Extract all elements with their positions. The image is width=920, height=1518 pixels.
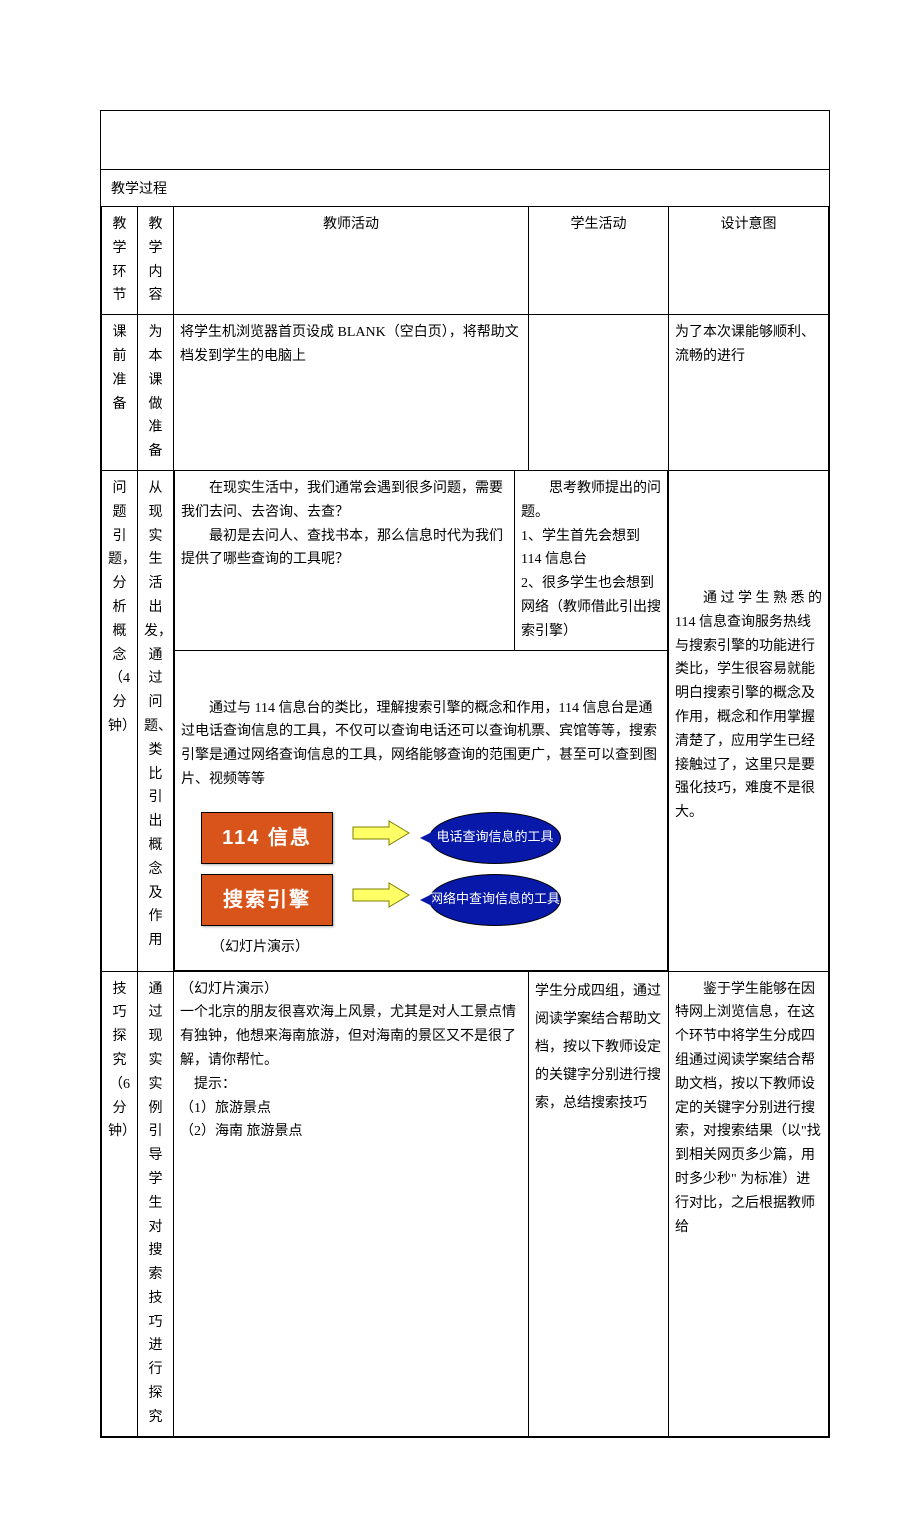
skill-stage: 技巧探究（6分钟） (102, 971, 138, 1436)
col-content: 教学内容 (138, 207, 174, 315)
arrow-icon (351, 881, 411, 918)
box-search: 搜索引擎 (201, 874, 333, 926)
col-teacher: 教师活动 (174, 207, 529, 315)
prep-content: 为本课做准备 (138, 315, 174, 471)
arrow-icon (351, 819, 411, 856)
intro-student: 思考教师提出的问题。 1、学生首先会想到 114 信息台 2、很多学生也会想到网… (515, 471, 668, 650)
intro-teacher-student-merged: 在现实生活中，我们通常会遇到很多问题，需要我们去问、去咨询、去查？ 最初是去问人… (174, 470, 669, 971)
intro-student-p1: 思考教师提出的问题。 (521, 477, 661, 525)
row-skill: 技巧探究（6分钟） 通过现实实例引导学生对搜索技巧进行探究 （幻灯片演示） 一个… (102, 971, 829, 1436)
intro-intent: 通 过 学 生 熟 悉 的 114 信息查询服务热线与搜索引擎的功能进行类比，学… (669, 470, 829, 971)
col-intent: 设计意图 (669, 207, 829, 315)
box-114: 114 信息 (201, 812, 333, 864)
intro-student-p3: 2、很多学生也会想到网络（教师借此引出搜索引擎） (521, 572, 661, 643)
analogy-diagram: 114 信息 电话查询信息的工具 (181, 792, 661, 964)
skill-teacher: （幻灯片演示） 一个北京的朋友很喜欢海上风景，尤其是对人工景点情有独钟，他想来海… (174, 971, 529, 1436)
col-stage: 教学环节 (102, 207, 138, 315)
skill-content: 通过现实实例引导学生对搜索技巧进行探究 (138, 971, 174, 1436)
skill-teacher-p3: 提示： (180, 1073, 522, 1097)
ellipse-phone: 电话查询信息的工具 (429, 812, 561, 864)
skill-teacher-p5: （2）海南 旅游景点 (180, 1120, 522, 1144)
row-prep: 课前准备 为本课做准备 将学生机浏览器首页设成 BLANK（空白页），将帮助文档… (102, 315, 829, 471)
ellipse-network: 网络中查询信息的工具 (429, 874, 561, 926)
lesson-plan-container: 教学过程 教学环节 教学内容 教师活动 学生活动 设计意图 课前准备 为本课做准… (100, 110, 830, 1438)
skill-teacher-p2: 一个北京的朋友很喜欢海上风景，尤其是对人工景点情有独钟，他想来海南旅游，但对海南… (180, 1001, 522, 1072)
intro-content: 从现实生活出发，通过问题、类比引出概念及作用 (138, 470, 174, 971)
section-header: 教学过程 (101, 170, 829, 207)
prep-student (529, 315, 669, 471)
intro-teacher-p2: 最初是去问人、查找书本，那么信息时代为我们提供了哪些查询的工具呢？ (181, 525, 508, 573)
section-header-text: 教学过程 (111, 182, 167, 197)
diagram-row-114: 114 信息 电话查询信息的工具 (181, 812, 661, 864)
intro-teacher-top: 在现实生活中，我们通常会遇到很多问题，需要我们去问、去咨询、去查？ 最初是去问人… (175, 471, 515, 650)
col-student: 学生活动 (529, 207, 669, 315)
intro-teacher-p1: 在现实生活中，我们通常会遇到很多问题，需要我们去问、去咨询、去查？ (181, 477, 508, 525)
empty-top-row (101, 111, 829, 170)
skill-teacher-p4: （1）旅游景点 (180, 1097, 522, 1121)
skill-student: 学生分成四组，通过阅读学案结合帮助文档，按以下教师设定的关键字分别进行搜索，总结… (529, 971, 669, 1436)
intro-student-p2: 1、学生首先会想到 114 信息台 (521, 525, 661, 573)
skill-teacher-p1: （幻灯片演示） (180, 978, 522, 1002)
prep-teacher: 将学生机浏览器首页设成 BLANK（空白页），将帮助文档发到学生的电脑上 (174, 315, 529, 471)
prep-stage: 课前准备 (102, 315, 138, 471)
row-intro: 问题引题，分析概念（4分钟） 从现实生活出发，通过问题、类比引出概念及作用 在现… (102, 470, 829, 971)
intro-intent-text: 通 过 学 生 熟 悉 的 114 信息查询服务热线与搜索引擎的功能进行类比，学… (675, 587, 822, 825)
lesson-plan-table: 教学环节 教学内容 教师活动 学生活动 设计意图 课前准备 为本课做准备 将学生… (101, 207, 829, 1437)
intro-teacher-bottom: 通过与 114 信息台的类比，理解搜索引擎的概念和作用，114 信息台是通过电话… (175, 650, 668, 970)
skill-intent: 鉴于学生能够在因特网上浏览信息，在这个环节中将学生分成四组通过阅读学案结合帮助文… (669, 971, 829, 1436)
intro-stage: 问题引题，分析概念（4分钟） (102, 470, 138, 971)
prep-intent: 为了本次课能够顺利、流畅的进行 (669, 315, 829, 471)
intro-teacher-p3: 通过与 114 信息台的类比，理解搜索引擎的概念和作用，114 信息台是通过电话… (181, 697, 661, 792)
diagram-row-search: 搜索引擎 网络中查询信息的工具 (181, 874, 661, 926)
header-row: 教学环节 教学内容 教师活动 学生活动 设计意图 (102, 207, 829, 315)
diagram-caption: （幻灯片演示） (181, 936, 661, 960)
